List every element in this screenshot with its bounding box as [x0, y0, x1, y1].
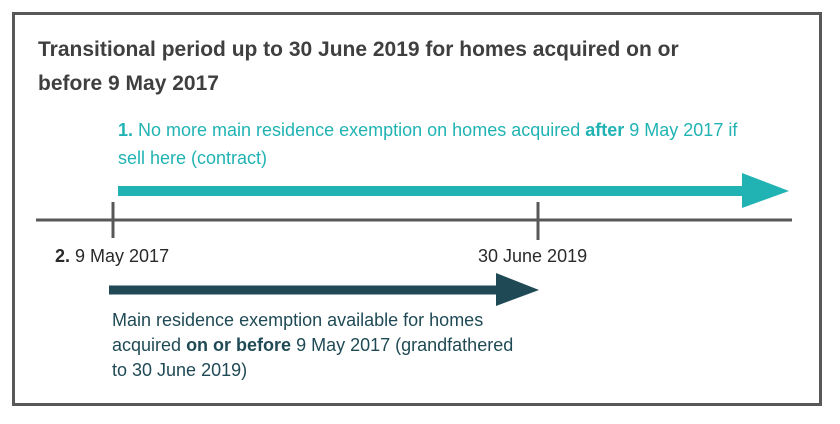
note-number-1: 1.: [118, 120, 134, 140]
note-number-2: 2.: [55, 246, 71, 266]
post-2017-note-text-1: No more main residence exemption on home…: [133, 120, 586, 140]
post-2017-note-emphasis: after: [585, 120, 625, 140]
grandfathered-note-text-2: 9 May 2017 (grandfathered to 30 June 201…: [112, 335, 514, 380]
start-date-text: 9 May 2017: [70, 246, 170, 266]
diagram-frame: [12, 12, 822, 406]
grandfathered-arrow-head: [496, 273, 539, 306]
grandfathered-note-text-1: Main residence exemption available for h…: [112, 310, 484, 355]
start-date-label: 2. 9 May 2017: [55, 246, 169, 267]
post-2017-arrow-head: [742, 173, 789, 208]
grandfathered-note-emphasis: on or before: [186, 335, 292, 355]
end-date-label: 30 June 2019: [478, 246, 588, 266]
grandfathered-note: Main residence exemption available for h…: [112, 308, 532, 383]
diagram-title: Transitional period up to 30 June 2019 f…: [38, 38, 679, 95]
post-2017-note-text-2: 9 May 2017 if sell here (contract): [118, 120, 738, 168]
post-2017-note: 1. No more main residence exemption on h…: [118, 116, 738, 172]
